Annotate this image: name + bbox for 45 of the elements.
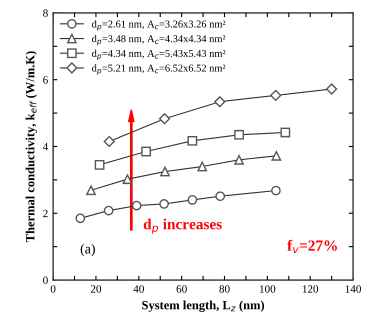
point [188, 195, 198, 205]
y-tick-label: 8 [43, 9, 48, 17]
annotation: f$_{v}$=27% [287, 240, 337, 254]
point [94, 160, 104, 170]
x-tick-label: 40 [133, 285, 144, 293]
x-axis-title: System length, L$_{z}$ (nm) [142, 300, 264, 312]
point [86, 185, 96, 196]
x-tick-label: 60 [176, 285, 187, 293]
x-tick-label: 80 [219, 285, 230, 293]
point [271, 150, 282, 161]
point [104, 136, 115, 148]
x-tick-label: 120 [302, 285, 318, 293]
point [270, 90, 282, 101]
point [188, 136, 198, 146]
point [215, 191, 226, 202]
point [234, 154, 244, 165]
y-tick-label: 4 [42, 143, 48, 150]
legend-label: d$_{p}$=3.48 nm, A$_{c}$=4.34x4.34 nm² [92, 34, 226, 46]
x-tick-label: 20 [90, 285, 102, 293]
point [132, 200, 142, 210]
point [160, 166, 170, 176]
point [141, 146, 151, 156]
point [271, 186, 281, 196]
point [197, 162, 208, 172]
point [280, 128, 290, 138]
point [234, 130, 244, 140]
y-tick-label: 6 [43, 76, 48, 84]
legend-label: d$_{p}$=4.34 nm, A$_{c}$=5.43x5.43 nm² [92, 50, 226, 60]
legend-label: d$_{p}$=2.61 nm, A$_{c}$=3.26x3.26 nm² [92, 20, 226, 31]
x-tick-label: 100 [260, 285, 276, 293]
annotation: d$_{p}$ increases [144, 218, 222, 234]
legend-label: d$_{p}$=5.21 nm, A$_{c}$=6.52x6.52 nm² [92, 64, 226, 75]
point [158, 113, 170, 124]
y-axis-title: Thermal conductivity, k$_{eff}$ (W/m.K) [26, 51, 38, 242]
point [104, 206, 114, 216]
point [159, 199, 169, 209]
point [122, 174, 132, 184]
point [214, 96, 226, 108]
y-tick-label: 2 [43, 210, 48, 218]
annotation: (a) [80, 244, 95, 256]
point [326, 83, 338, 95]
y-tick-label: 0 [43, 276, 48, 284]
point [75, 213, 86, 224]
x-tick-label: 0 [50, 285, 56, 293]
x-tick-label: 140 [346, 285, 361, 293]
